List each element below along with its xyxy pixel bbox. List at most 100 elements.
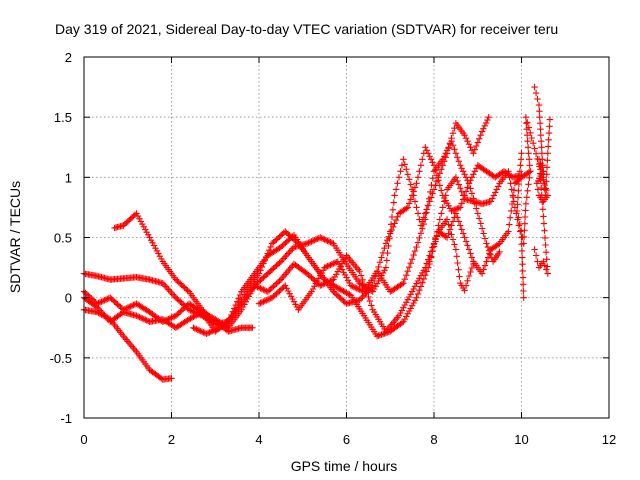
data-point-plus bbox=[95, 299, 102, 307]
data-point-plus bbox=[382, 240, 390, 247]
data-point-plus bbox=[546, 123, 553, 130]
data-point-plus bbox=[277, 232, 285, 239]
data-point-plus bbox=[268, 266, 276, 273]
data-point-plus bbox=[538, 138, 545, 145]
data-point-plus bbox=[136, 313, 143, 321]
data-point-plus bbox=[473, 142, 480, 150]
data-point-plus bbox=[196, 327, 203, 334]
data-point-plus bbox=[140, 223, 147, 230]
data-point-plus bbox=[420, 220, 427, 228]
y-tick-label: 1 bbox=[65, 170, 72, 185]
data-point-plus bbox=[457, 222, 464, 229]
data-point-plus bbox=[477, 220, 484, 227]
chart-title: Day 319 of 2021, Sidereal Day-to-day VTE… bbox=[55, 21, 558, 37]
data-point-plus bbox=[414, 210, 422, 217]
data-point-plus bbox=[423, 209, 430, 216]
data-point-plus bbox=[449, 130, 457, 137]
data-point-plus bbox=[146, 234, 153, 241]
data-point-plus bbox=[516, 168, 524, 175]
data-point-plus bbox=[546, 116, 554, 123]
data-point-plus bbox=[311, 283, 318, 290]
data-point-plus bbox=[317, 282, 324, 289]
data-point-plus bbox=[471, 200, 478, 207]
data-point-plus bbox=[156, 253, 163, 260]
data-point-plus bbox=[515, 214, 522, 221]
data-point-plus bbox=[535, 160, 543, 168]
data-point-plus bbox=[398, 319, 406, 326]
data-point-plus bbox=[454, 154, 461, 161]
data-point-plus bbox=[163, 284, 171, 292]
data-point-plus bbox=[544, 157, 551, 164]
data-point-plus bbox=[325, 262, 333, 269]
data-point-plus bbox=[232, 307, 239, 314]
data-point-plus bbox=[427, 253, 435, 260]
data-point-plus bbox=[411, 198, 419, 205]
data-point-plus bbox=[341, 255, 349, 262]
data-point-plus bbox=[149, 239, 156, 246]
data-point-plus bbox=[470, 150, 477, 157]
data-point-plus bbox=[461, 132, 468, 139]
data-point-plus bbox=[518, 150, 525, 157]
data-point-plus bbox=[266, 247, 273, 254]
data-point-plus bbox=[449, 236, 457, 243]
data-point-plus bbox=[308, 238, 315, 245]
data-point-plus bbox=[508, 186, 515, 193]
data-point-plus bbox=[448, 222, 455, 229]
data-point-plus bbox=[537, 166, 544, 173]
data-point-plus bbox=[449, 142, 457, 149]
data-point-plus bbox=[398, 281, 406, 288]
data-point-plus bbox=[174, 311, 181, 318]
data-point-plus bbox=[484, 116, 491, 124]
data-point-plus bbox=[133, 210, 140, 217]
data-point-plus bbox=[356, 268, 363, 275]
data-point-plus bbox=[203, 330, 210, 337]
data-point-plus bbox=[212, 326, 219, 333]
data-point-plus bbox=[397, 168, 404, 175]
data-point-plus bbox=[419, 279, 426, 286]
data-point-plus bbox=[537, 160, 544, 167]
data-point-plus bbox=[398, 162, 406, 169]
data-point-plus bbox=[175, 279, 182, 286]
plot-area bbox=[80, 83, 554, 383]
data-point-plus bbox=[382, 329, 390, 337]
data-point-plus bbox=[427, 188, 434, 196]
data-point-plus bbox=[330, 276, 337, 283]
data-point-plus bbox=[247, 290, 254, 297]
data-point-plus bbox=[136, 215, 143, 222]
data-point-plus bbox=[254, 283, 261, 291]
data-point-plus bbox=[264, 270, 271, 277]
x-axis-label: GPS time / hours bbox=[291, 458, 398, 474]
data-point-plus bbox=[279, 256, 286, 264]
data-point-plus bbox=[467, 268, 474, 276]
data-point-plus bbox=[350, 283, 357, 291]
data-point-plus bbox=[487, 198, 495, 205]
data-point-plus bbox=[311, 237, 318, 244]
data-point-plus bbox=[324, 263, 331, 270]
data-point-plus bbox=[126, 303, 133, 311]
data-point-plus bbox=[526, 174, 533, 181]
data-point-plus bbox=[252, 283, 260, 290]
data-point-plus bbox=[483, 240, 490, 247]
data-point-plus bbox=[425, 264, 432, 271]
data-point-plus bbox=[406, 200, 413, 207]
y-tick-label: -1 bbox=[60, 411, 72, 426]
data-point-plus bbox=[476, 215, 483, 222]
data-point-plus bbox=[543, 266, 550, 273]
data-point-plus bbox=[454, 205, 461, 212]
data-point-plus bbox=[452, 150, 460, 157]
data-point-plus bbox=[442, 150, 449, 157]
data-point-plus bbox=[474, 139, 481, 146]
data-point-plus bbox=[533, 180, 540, 187]
data-point-plus bbox=[404, 171, 411, 178]
data-point-plus bbox=[255, 284, 263, 291]
data-point-plus bbox=[309, 285, 317, 293]
data-point-plus bbox=[427, 156, 435, 163]
data-point-plus bbox=[522, 200, 530, 207]
data-point-plus bbox=[416, 275, 423, 282]
data-point-plus bbox=[413, 204, 420, 211]
series-track-5 bbox=[80, 168, 534, 335]
data-point-plus bbox=[508, 207, 515, 215]
data-point-plus bbox=[217, 323, 225, 330]
data-point-plus bbox=[536, 108, 543, 115]
